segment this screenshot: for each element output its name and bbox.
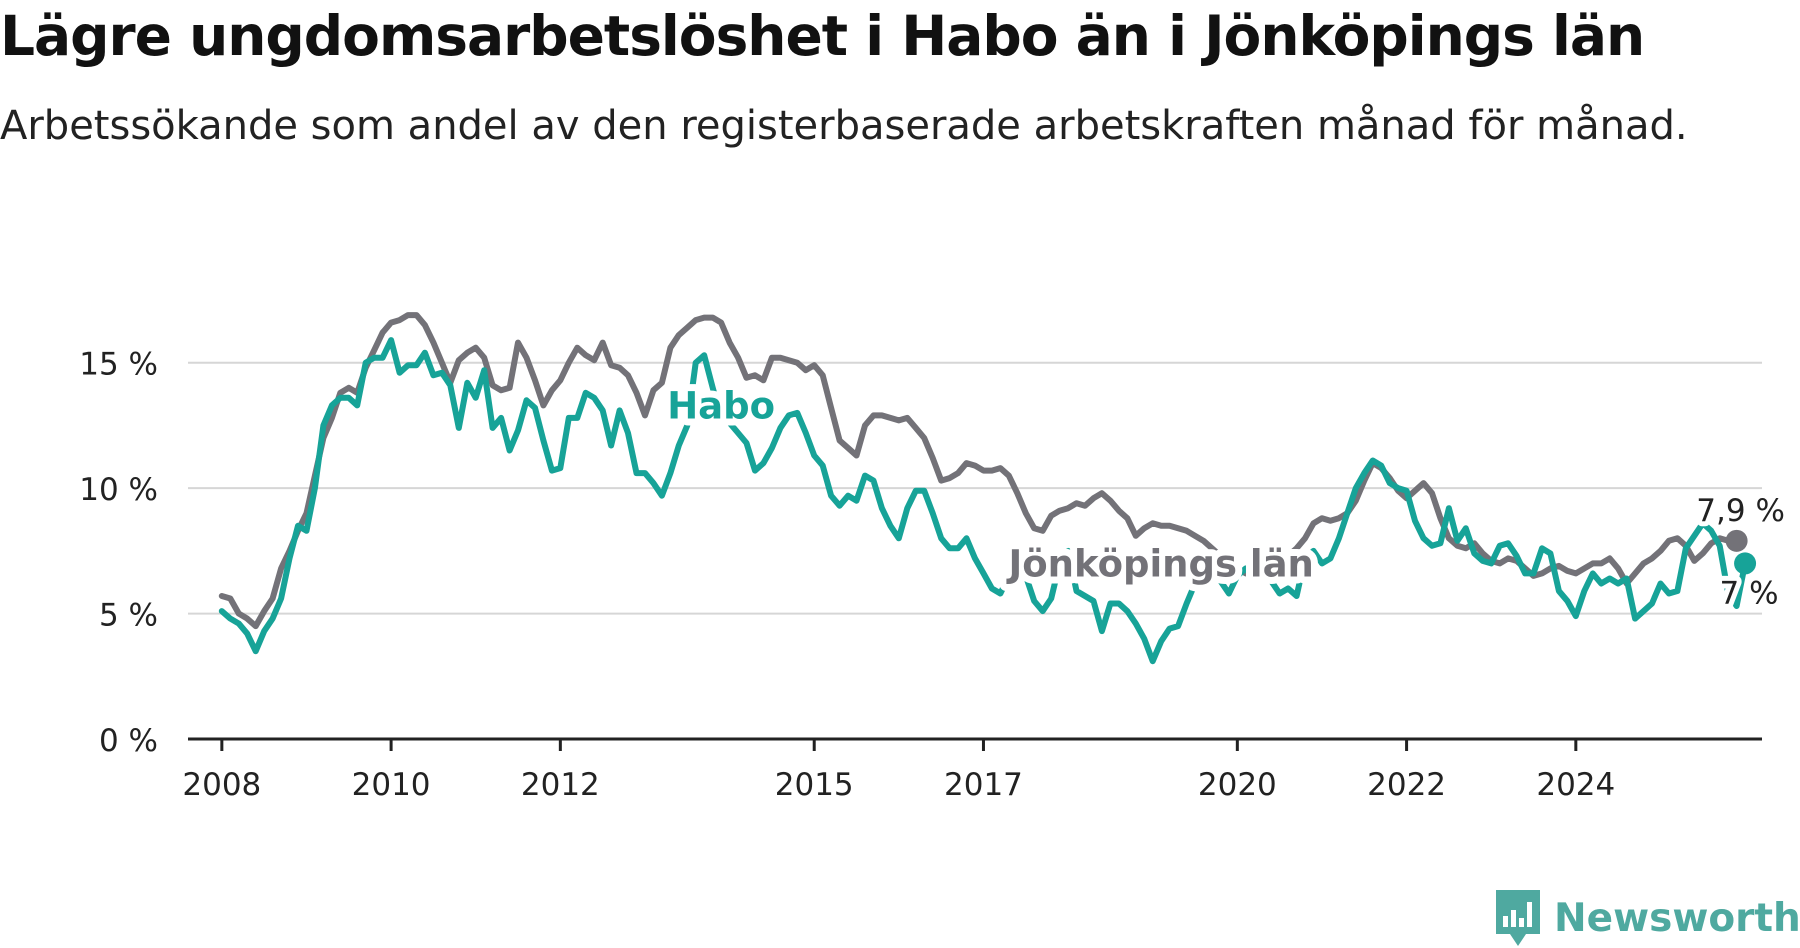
x-tick-label: 2008 xyxy=(182,767,261,803)
series-label-halo: Habo xyxy=(667,384,775,427)
y-tick-label: 0 % xyxy=(99,723,158,759)
series-label: Jönköpings län xyxy=(1005,542,1313,585)
x-tick-label: 2017 xyxy=(944,767,1023,803)
end-value-label: 7,9 % xyxy=(1696,493,1785,529)
brand-name: Newsworthy xyxy=(1554,895,1800,941)
x-tick-label: 2020 xyxy=(1198,767,1277,803)
x-tick-label: 2012 xyxy=(521,767,600,803)
chart-subtitle: Arbetssökande som andel av den registerb… xyxy=(0,103,1688,149)
x-tick-label: 2022 xyxy=(1367,767,1446,803)
end-point-marker xyxy=(1725,529,1748,552)
x-tick-label: 2015 xyxy=(775,767,854,803)
newsworthy-logo: Newsworthy xyxy=(1494,888,1800,948)
chart-title: Lägre ungdomsarbetslöshet i Habo än i Jö… xyxy=(0,4,1645,68)
y-tick-label: 15 % xyxy=(79,347,158,383)
gridlines xyxy=(188,361,1762,615)
end-point-marker xyxy=(1734,552,1757,575)
end-value-halo: 7 % xyxy=(1720,575,1779,611)
y-tick-label: 10 % xyxy=(79,472,158,508)
series-lines xyxy=(218,312,1749,665)
end-value-label: 7 % xyxy=(1720,575,1779,611)
newsworthy-chart-icon xyxy=(1496,890,1540,946)
series-line-1 xyxy=(218,337,1749,665)
y-tick-label: 5 % xyxy=(99,598,158,634)
x-axis: 2008 2010 2012 2015 2017 2020 2022 2024 xyxy=(182,737,1762,803)
y-axis: 0 % 5 % 10 % 15 % xyxy=(79,347,158,759)
end-markers: 7,9 %7,9 %7 %7 % xyxy=(1691,488,1790,617)
end-value-halo: 7,9 % xyxy=(1696,493,1785,529)
x-tick-label: 2024 xyxy=(1536,767,1615,803)
x-tick-label: 2010 xyxy=(352,767,431,803)
series-line-0 xyxy=(218,312,1740,630)
series-label: Habo xyxy=(667,384,775,427)
series-label-halo: Jönköpings län xyxy=(1005,542,1313,585)
